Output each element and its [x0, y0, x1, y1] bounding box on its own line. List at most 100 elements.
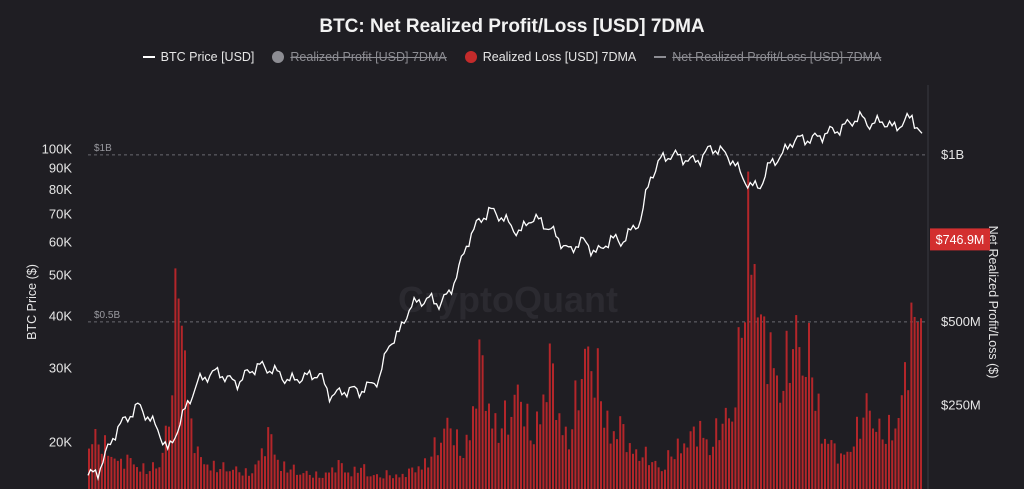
- loss-bar: [340, 463, 343, 489]
- reference-lines: $1B $0.5B: [88, 143, 926, 323]
- loss-bar: [772, 368, 775, 489]
- loss-bar: [648, 465, 650, 489]
- loss-bar: [302, 473, 305, 489]
- loss-bar: [862, 417, 865, 489]
- legend-dot-swatch: [272, 51, 285, 63]
- loss-bar: [462, 457, 465, 489]
- loss-bar: [788, 382, 791, 489]
- loss-bar: [219, 468, 222, 489]
- loss-bar: [481, 355, 484, 489]
- loss-bar: [878, 418, 881, 489]
- loss-bar: [696, 446, 698, 489]
- loss-bar: [280, 471, 282, 489]
- current-value-label: $746.9M: [936, 233, 985, 247]
- loss-bar: [145, 473, 148, 489]
- legend-item-net-realized[interactable]: Net Realized Profit/Loss [USD] 7DMA: [654, 50, 881, 64]
- loss-bar: [577, 410, 580, 489]
- loss-bar: [536, 411, 538, 489]
- loss-bar: [216, 472, 218, 489]
- left-tick-label: 50K: [49, 268, 72, 283]
- loss-bar: [673, 459, 676, 489]
- loss-bar: [894, 428, 897, 489]
- loss-bar: [657, 467, 660, 489]
- loss-bar: [670, 456, 673, 489]
- loss-bar: [891, 440, 894, 489]
- loss-bar: [660, 471, 663, 489]
- loss-bar: [347, 472, 350, 489]
- loss-bar: [427, 467, 430, 489]
- loss-bar: [856, 416, 858, 489]
- chart-title: BTC: Net Realized Profit/Loss [USD] 7DMA: [319, 16, 705, 37]
- legend-label: Realized Profit [USD] 7DMA: [290, 50, 447, 64]
- loss-bar: [571, 429, 574, 489]
- loss-bar: [513, 394, 516, 489]
- loss-bar: [824, 438, 826, 489]
- loss-bar: [667, 450, 670, 489]
- loss-bar: [334, 472, 337, 489]
- loss-bar: [808, 322, 810, 489]
- loss-bar: [795, 315, 798, 489]
- loss-bar: [360, 467, 362, 489]
- loss-bar: [798, 347, 801, 489]
- loss-bar: [625, 452, 628, 489]
- loss-bar: [884, 443, 887, 489]
- loss-bar: [190, 418, 193, 489]
- loss-bar: [196, 446, 199, 489]
- loss-bar: [820, 443, 823, 489]
- loss-bar: [523, 426, 526, 489]
- loss-bar: [817, 393, 820, 489]
- loss-bar: [542, 394, 545, 489]
- loss-bar: [776, 375, 778, 489]
- loss-bar: [920, 318, 922, 489]
- loss-bar: [497, 442, 500, 489]
- loss-bar: [331, 467, 334, 489]
- loss-bar: [132, 464, 135, 489]
- loss-bar: [644, 446, 647, 489]
- loss-bar: [120, 458, 122, 489]
- reference-line-label: $0.5B: [94, 310, 120, 321]
- loss-bar: [664, 469, 666, 489]
- loss-bar: [782, 390, 785, 489]
- loss-bar: [756, 317, 759, 489]
- legend-line-swatch: [142, 56, 155, 58]
- loss-bar: [392, 478, 394, 489]
- loss-bar: [228, 471, 231, 489]
- loss-bar: [507, 434, 510, 489]
- loss-bar: [769, 332, 772, 489]
- loss-bar: [193, 453, 196, 489]
- legend-item-realized-profit[interactable]: Realized Profit [USD] 7DMA: [272, 50, 447, 64]
- loss-bar: [609, 443, 612, 489]
- loss-bar: [654, 460, 657, 489]
- loss-bar: [459, 455, 462, 489]
- loss-bar: [376, 474, 378, 489]
- loss-bar: [584, 348, 586, 489]
- loss-bar: [270, 434, 273, 489]
- loss-bar: [840, 453, 842, 489]
- loss-bar: [164, 425, 167, 489]
- loss-bar: [475, 408, 478, 489]
- loss-bar: [692, 426, 695, 489]
- loss-bar: [734, 407, 737, 489]
- loss-bar: [315, 471, 318, 489]
- loss-bar: [504, 400, 506, 489]
- loss-bar: [900, 395, 903, 489]
- loss-bar: [843, 454, 846, 489]
- loss-bar: [702, 437, 705, 489]
- loss-bar: [830, 440, 833, 489]
- loss-bar: [94, 429, 97, 489]
- loss-bar: [328, 472, 330, 489]
- loss-bar: [321, 477, 324, 489]
- loss-bar: [872, 428, 874, 489]
- loss-bar: [814, 410, 817, 489]
- loss-bar: [619, 416, 622, 489]
- loss-bar: [449, 428, 452, 489]
- loss-bar: [683, 443, 686, 489]
- legend-item-realized-loss[interactable]: Realized Loss [USD] 7DMA: [464, 50, 636, 64]
- legend-item-btc-price[interactable]: BTC Price [USD]: [142, 50, 254, 64]
- loss-bar: [529, 440, 532, 489]
- loss-bar: [324, 472, 327, 489]
- loss-bar: [187, 400, 190, 489]
- right-tick-label: $1B: [941, 147, 964, 162]
- loss-bar: [286, 472, 289, 489]
